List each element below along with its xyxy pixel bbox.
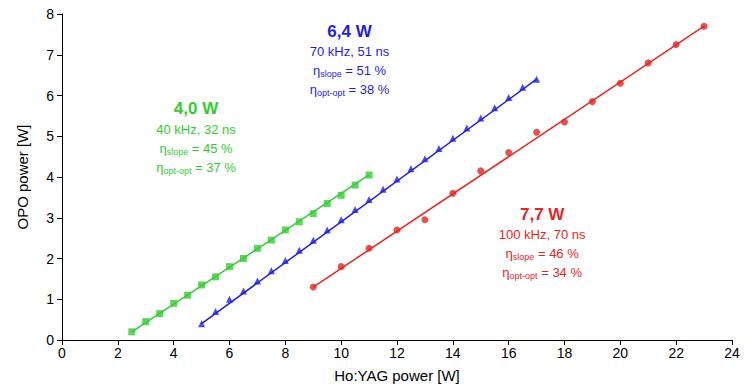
svg-text:OPO power [W]: OPO power [W]: [14, 124, 31, 229]
svg-text:= 51 %: = 51 %: [342, 63, 387, 78]
svg-text:40 kHz, 32 ns: 40 kHz, 32 ns: [156, 122, 236, 137]
svg-text:opt-opt: opt-opt: [510, 271, 539, 281]
svg-text:7: 7: [46, 47, 54, 63]
svg-text:6: 6: [226, 345, 234, 361]
svg-text:2: 2: [46, 251, 54, 267]
svg-text:opt-opt: opt-opt: [317, 88, 346, 98]
svg-text:η: η: [159, 141, 166, 156]
svg-text:slope: slope: [167, 147, 189, 157]
svg-text:8: 8: [281, 345, 289, 361]
svg-text:slope: slope: [513, 252, 535, 262]
svg-text:= 38 %: = 38 %: [345, 82, 390, 97]
svg-text:Ho:YAG power [W]: Ho:YAG power [W]: [334, 367, 460, 384]
svg-text:= 34 %: = 34 %: [538, 265, 583, 280]
svg-text:6,4 W: 6,4 W: [327, 22, 372, 41]
svg-text:2: 2: [114, 345, 122, 361]
svg-text:1: 1: [46, 291, 54, 307]
svg-text:η: η: [310, 82, 317, 97]
svg-text:η: η: [313, 63, 320, 78]
svg-text:= 46 %: = 46 %: [534, 246, 579, 261]
svg-text:6: 6: [46, 88, 54, 104]
svg-text:η: η: [506, 246, 513, 261]
svg-text:22: 22: [668, 345, 684, 361]
svg-text:0: 0: [58, 345, 66, 361]
svg-text:14: 14: [445, 345, 461, 361]
svg-text:16: 16: [501, 345, 517, 361]
svg-text:12: 12: [389, 345, 405, 361]
svg-text:8: 8: [46, 6, 54, 22]
svg-text:20: 20: [613, 345, 629, 361]
svg-text:7,7 W: 7,7 W: [520, 205, 565, 224]
svg-text:18: 18: [557, 345, 573, 361]
svg-text:10: 10: [333, 345, 349, 361]
svg-text:= 37 %: = 37 %: [191, 160, 236, 175]
svg-text:70 kHz, 51 ns: 70 kHz, 51 ns: [310, 44, 390, 59]
svg-text:slope: slope: [320, 69, 342, 79]
svg-text:100 kHz, 70 ns: 100 kHz, 70 ns: [499, 227, 586, 242]
svg-text:opt-opt: opt-opt: [163, 166, 192, 176]
svg-text:4,0 W: 4,0 W: [174, 99, 219, 118]
svg-text:η: η: [156, 160, 163, 175]
svg-text:4: 4: [170, 345, 178, 361]
svg-text:= 45 %: = 45 %: [188, 141, 233, 156]
svg-text:3: 3: [46, 210, 54, 226]
svg-text:0: 0: [46, 332, 54, 348]
svg-text:5: 5: [46, 128, 54, 144]
svg-text:η: η: [502, 265, 509, 280]
svg-text:4: 4: [46, 169, 54, 185]
svg-text:24: 24: [724, 345, 740, 361]
